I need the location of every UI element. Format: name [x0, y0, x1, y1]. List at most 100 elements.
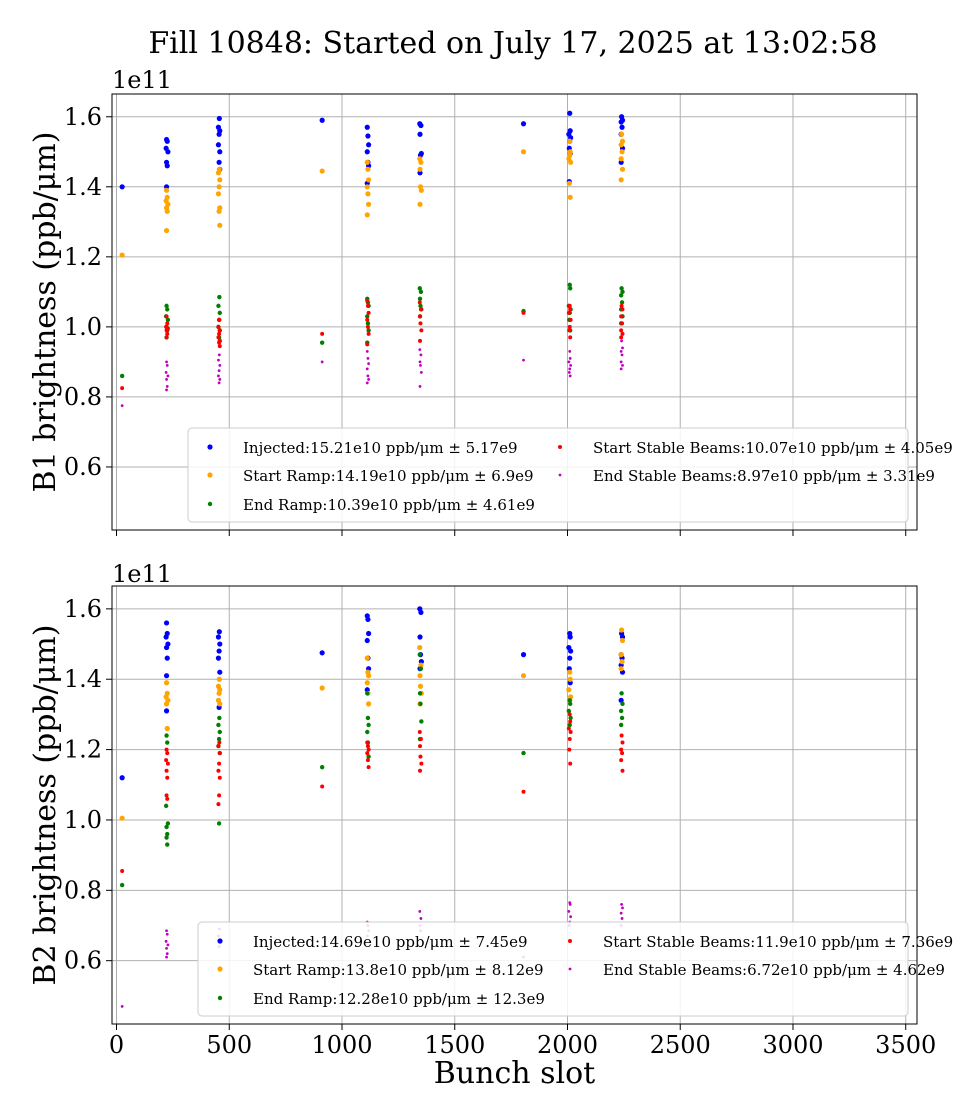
- b2-point-start_stable: [366, 747, 371, 752]
- b1-point-start_ramp: [619, 149, 625, 155]
- b1-point-end_ramp: [418, 303, 423, 309]
- b1-point-injected: [520, 121, 527, 127]
- b1-point-end_stable: [365, 381, 369, 385]
- b2-point-end_ramp: [119, 882, 125, 888]
- b1-point-end_stable: [218, 364, 222, 367]
- b2-xtick-label: 3500: [875, 1031, 936, 1059]
- b1-grid: [112, 94, 917, 530]
- b1-point-end_stable: [217, 374, 220, 378]
- b2-point-end_ramp: [217, 715, 222, 721]
- b2-point-start_stable: [216, 744, 221, 749]
- b2-point-start_stable: [568, 761, 573, 766]
- b1-point-start_stable: [365, 298, 370, 303]
- b1-point-injected: [418, 122, 424, 129]
- b1-offset-text: 1e11: [112, 66, 172, 94]
- b1-point-start_ramp: [366, 201, 372, 207]
- b2-legend-box: [197, 921, 909, 1017]
- b1-point-end_stable: [619, 367, 623, 371]
- b1-point-end_ramp: [417, 286, 422, 291]
- b2-point-start_stable: [620, 768, 625, 773]
- b2-point-start_stable: [217, 775, 222, 780]
- b2-point-injected: [365, 616, 371, 623]
- b2-point-start_stable: [365, 758, 370, 763]
- b1-point-start_stable: [418, 321, 423, 326]
- b2-point-start_ramp: [619, 637, 626, 644]
- b1-point-start_stable: [365, 324, 370, 329]
- b1-point-start_stable: [217, 317, 222, 322]
- b2-point-start_ramp: [216, 676, 222, 682]
- b1-legend-marker-end_stable: [558, 473, 562, 477]
- b1-point-start_stable: [568, 307, 573, 312]
- b2-point-start_stable: [217, 751, 222, 756]
- b1-series-start_ramp: [119, 131, 626, 258]
- b2-point-end_ramp: [567, 701, 573, 707]
- b1-point-end_stable: [418, 348, 422, 352]
- b2-point-end_stable: [120, 1005, 124, 1008]
- b2-point-start_ramp: [119, 815, 125, 821]
- b1-point-injected: [319, 117, 325, 123]
- b2-point-start_ramp: [520, 673, 527, 679]
- b2-point-start_ramp: [366, 701, 372, 707]
- b1-point-start_stable: [120, 386, 125, 391]
- b1-series-end_ramp: [119, 282, 625, 379]
- b1-legend-label-end_stable: End Stable Beams:8.97e10 ppb/μm ± 3.31e9: [593, 467, 935, 485]
- b2-series-start_stable: [120, 712, 625, 873]
- b1-point-end_stable: [366, 374, 370, 378]
- b2-point-end_ramp: [366, 754, 371, 759]
- b2-point-injected: [618, 697, 624, 703]
- b1-point-end_stable: [567, 371, 571, 374]
- b2-point-end_ramp: [164, 824, 169, 830]
- b1-point-start_ramp: [365, 191, 371, 197]
- b1-point-injected: [119, 184, 125, 190]
- b2-point-end_ramp: [618, 708, 624, 714]
- b1-point-end_ramp: [417, 296, 423, 302]
- b2-offset-text: 1e11: [112, 560, 172, 588]
- b1-legend-marker-start_ramp: [207, 472, 213, 478]
- b2-point-start_stable: [217, 793, 222, 798]
- b1-point-start_stable: [217, 344, 222, 349]
- b2-ytick-label: 1.2: [64, 736, 102, 764]
- b1-point-start_stable: [366, 310, 371, 315]
- b1-point-end_ramp: [119, 373, 125, 379]
- b1-point-start_ramp: [216, 208, 222, 214]
- b2-series-injected: [119, 606, 626, 781]
- b1-point-start_stable: [165, 321, 170, 326]
- b2-point-start_ramp: [217, 701, 223, 707]
- b1-ytick-label: 1.4: [64, 173, 102, 201]
- b2-point-start_stable: [320, 784, 325, 789]
- b1-point-start_ramp: [164, 208, 170, 214]
- b1-point-end_ramp: [164, 303, 169, 309]
- b1-point-end_stable: [120, 404, 124, 408]
- b2-point-end_ramp: [366, 722, 371, 728]
- b2-point-end_ramp: [566, 708, 572, 714]
- b2-point-injected: [163, 620, 170, 626]
- b2-point-start_ramp: [619, 627, 625, 633]
- b2-point-start_stable: [619, 733, 624, 738]
- b2-point-end_ramp: [216, 821, 222, 826]
- b1-point-end_stable: [522, 358, 525, 362]
- b1-point-start_ramp: [163, 187, 170, 193]
- b2-point-start_stable: [417, 730, 422, 734]
- b2-point-injected: [216, 648, 222, 654]
- b1-point-end_ramp: [217, 310, 222, 316]
- b1-point-end_stable: [619, 349, 623, 353]
- b1-point-end_stable: [217, 369, 221, 373]
- b2-point-start_ramp: [567, 669, 573, 675]
- b1-point-start_stable: [164, 314, 169, 319]
- b1-point-start_stable: [164, 335, 169, 340]
- b2-point-start_ramp: [319, 685, 325, 691]
- b1-legend-marker-start_stable: [558, 445, 562, 449]
- b2-panel: 0 500 1000 1500 2000 2500 3000 3500 0.6 0.8 1.0 1.2…: [28, 560, 953, 1091]
- b2-point-start_stable: [365, 744, 370, 749]
- b2-legend-marker-start_ramp: [217, 966, 223, 972]
- b2-point-start_stable: [365, 740, 370, 745]
- b2-ylabel: B2 brightness (ppb/μm): [28, 625, 63, 986]
- b1-point-start_stable: [620, 307, 625, 312]
- b2-point-end_ramp: [521, 750, 526, 756]
- b1-point-end_stable: [568, 357, 572, 360]
- b2-point-end_stable: [621, 906, 624, 910]
- b1-point-start_ramp: [216, 184, 222, 190]
- b2-legend-marker-end_ramp: [217, 995, 223, 1001]
- b1-point-end_stable: [418, 385, 422, 388]
